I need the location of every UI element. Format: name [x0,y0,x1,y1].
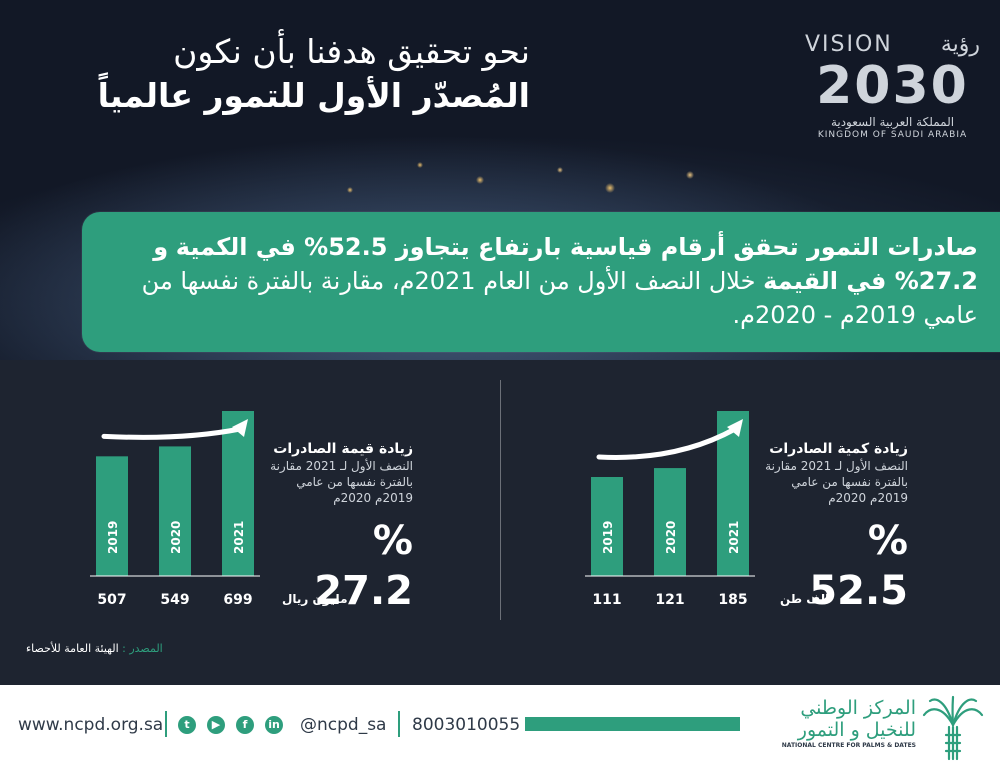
phone-number[interactable]: 8003010055 [412,715,521,735]
headline-banner: صادرات التمور تحقق أرقام قياسية بارتفاع … [82,212,1000,352]
footer-separator [165,711,167,737]
value-stat: زيادة قيمة الصادرات النصف الأول لـ 2021 … [268,440,413,616]
banner-part3: خلال النصف الأول من العام 2021م، مقارنة … [141,267,978,329]
source-value: الهيئة العامة للأحصاء [26,642,119,655]
social-handle[interactable]: @ncpd_sa [300,715,387,735]
bar-2021 [717,411,749,576]
youtube-icon[interactable]: ▶ [207,716,225,734]
growth-arrow-head [727,419,743,437]
twitter-icon[interactable]: t [178,716,196,734]
bar-value-label: 549 [160,592,189,608]
bar-value-label: 111 [592,592,621,608]
value-chart-svg: 2019 507 2020 549 2021 699 [90,411,260,608]
quantity-stat-change: % 52.5 [809,518,908,614]
value-stat-title: زيادة قيمة الصادرات [273,441,413,457]
palm-logo-icon [922,695,984,761]
ncpd-name: المركز الوطني للنخيل و التمور NATIONAL C… [748,697,916,751]
ncpd-name-ar-line1: المركز الوطني [800,697,916,719]
bar-value-label: 699 [223,592,252,608]
quantity-stat-subtitle: النصف الأول لـ 2021 مقارنة بالفترة نفسها… [765,459,908,505]
quantity-unit: الف طن [780,592,830,606]
vision-country-en: KINGDOM OF SAUDI ARABIA [817,130,968,140]
ncpd-name-en: NATIONAL CENTRE FOR PALMS & DATES [781,742,916,749]
headline-line1: نحو تحقيق هدفنا بأن نكون [173,32,530,71]
quantity-chart: 2019 111 2020 121 2021 185 [585,380,765,640]
vision-word-en: VISION [805,32,893,57]
headline-line2: المُصدّر الأول للتمور عالمياً [97,76,530,115]
quantity-stat: زيادة كمية الصادرات النصف الأول لـ 2021 … [763,440,908,616]
growth-arrow-head [232,419,248,437]
bar-year-label: 2019 [106,521,120,554]
bar-2020 [159,446,191,576]
bar-2019 [591,477,623,576]
value-stat-change: % 27.2 [314,518,413,614]
vision-country-ar: المملكة العربية السعودية [830,115,955,129]
banner-part2: و 27.2% في القيمة [153,233,978,295]
bar-year-label: 2021 [727,521,741,554]
headline: نحو تحقيق هدفنا بأن نكون المُصدّر الأول … [30,30,530,118]
facebook-icon[interactable]: f [236,716,254,734]
website-link[interactable]: www.ncpd.org.sa [18,715,164,735]
value-unit: مليون ريال [282,592,348,606]
bar-year-label: 2020 [169,521,183,554]
bar-value-label: 121 [655,592,684,608]
footer: www.ncpd.org.sa t ▶ f in @ncpd_sa 800301… [0,685,1000,773]
bar-value-label: 507 [97,592,126,608]
footer-accent-bar [525,717,740,731]
source-label: المصدر : [122,642,163,655]
growth-arrow [101,426,243,440]
banner-part1: صادرات التمور تحقق أرقام قياسية بارتفاع … [175,233,978,261]
footer-separator [398,711,400,737]
quantity-chart-svg: 2019 111 2020 121 2021 185 [585,411,755,608]
value-chart: 2019 507 2020 549 2021 699 [90,380,270,640]
bar-2020 [654,468,686,576]
chart-divider [500,380,501,620]
bar-2019 [96,456,128,576]
banner-text: صادرات التمور تحقق أرقام قياسية بارتفاع … [98,230,978,332]
bar-year-label: 2021 [232,521,246,554]
bar-year-label: 2020 [664,521,678,554]
bar-value-label: 185 [718,592,747,608]
quantity-stat-title: زيادة كمية الصادرات [769,441,908,457]
vision-year: 2030 [816,56,969,116]
vision-2030-logo: VISION رؤية 2030 المملكة العربية السعودي… [805,32,980,152]
ncpd-name-ar-line2: للنخيل و التمور [797,719,916,741]
growth-arrow [596,426,738,460]
bar-year-label: 2019 [601,521,615,554]
vision-word-ar: رؤية [940,32,980,57]
source-note: المصدر : الهيئة العامة للأحصاء [26,642,163,655]
linkedin-icon[interactable]: in [265,716,283,734]
bar-2021 [222,411,254,576]
value-stat-subtitle: النصف الأول لـ 2021 مقارنة بالفترة نفسها… [270,459,413,505]
